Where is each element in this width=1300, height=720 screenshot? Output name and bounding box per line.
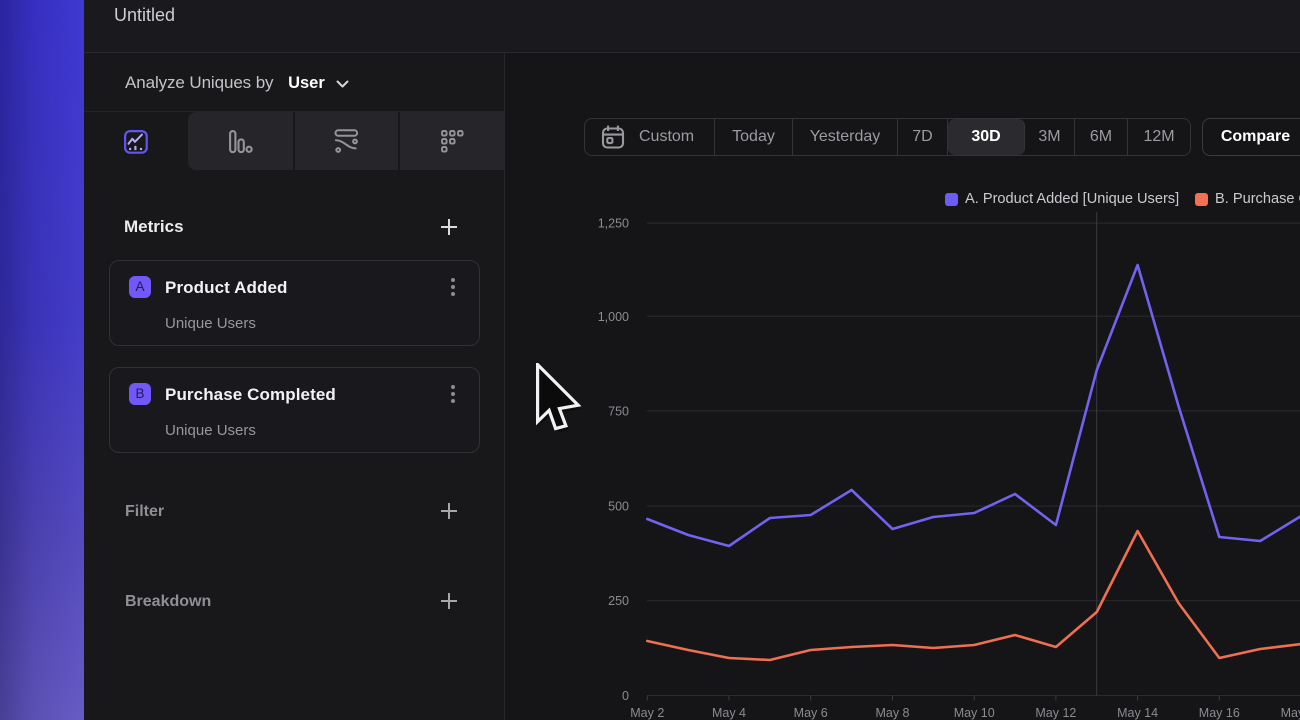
svg-text:May 4: May 4 [712, 706, 746, 720]
svg-text:0: 0 [622, 689, 629, 703]
svg-text:May 8: May 8 [875, 706, 909, 720]
svg-text:1,000: 1,000 [598, 310, 629, 324]
svg-text:250: 250 [608, 594, 629, 608]
svg-text:May 10: May 10 [954, 706, 995, 720]
svg-text:May 12: May 12 [1035, 706, 1076, 720]
svg-text:May 6: May 6 [794, 706, 828, 720]
svg-text:May 14: May 14 [1117, 706, 1158, 720]
svg-text:750: 750 [608, 404, 629, 418]
svg-text:May 18: May 18 [1281, 706, 1300, 720]
svg-text:May 16: May 16 [1199, 706, 1240, 720]
svg-text:May 2: May 2 [630, 706, 664, 720]
svg-text:500: 500 [608, 500, 629, 514]
svg-text:1,250: 1,250 [598, 217, 629, 231]
